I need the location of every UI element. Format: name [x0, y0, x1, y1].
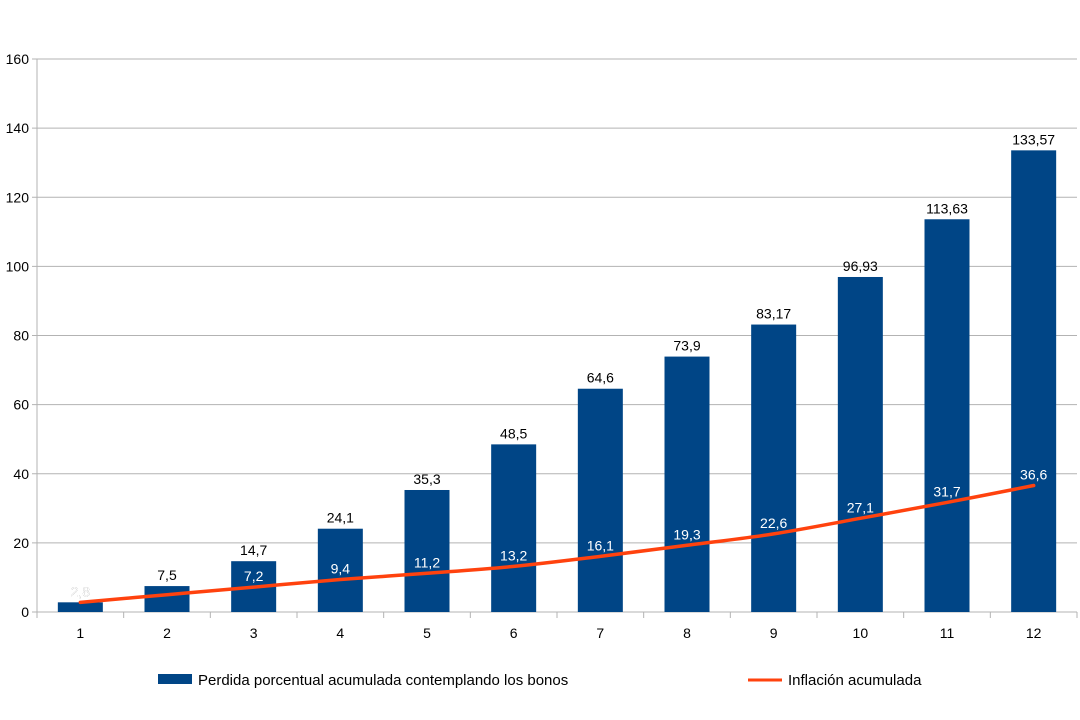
x-tick-label: 9 [770, 625, 778, 641]
line-value-labels: 2,8 7,2 9,4 11,2 13,2 16,1 19,3 22,6 27,1 31,7 36,… [71, 467, 1048, 600]
x-tick-label: 5 [423, 625, 431, 641]
x-tick-label: 11 [940, 625, 955, 641]
y-tick-label: 140 [6, 120, 30, 136]
bar [664, 356, 710, 612]
y-tick-label: 60 [13, 397, 29, 413]
y-tick-label: 0 [21, 604, 29, 620]
line-value-label: 9,4 [331, 561, 351, 577]
legend-swatch-bars [158, 674, 192, 684]
bar-value-label: 2,8 [71, 583, 91, 599]
bar-value-label: 24,1 [327, 510, 354, 526]
bar-value-label: 7,5 [157, 567, 177, 583]
x-tick-label: 3 [250, 625, 258, 641]
legend: Perdida porcentual acumulada contempland… [158, 672, 922, 689]
bar [577, 388, 623, 612]
x-tick-label: 8 [683, 625, 691, 641]
bar-value-label: 73,9 [673, 338, 700, 354]
bar [57, 602, 103, 612]
bar [837, 276, 883, 612]
bar-value-label: 14,7 [240, 542, 267, 558]
bar [924, 219, 970, 613]
x-tick-label: 7 [596, 625, 604, 641]
x-tick-label: 1 [76, 625, 84, 641]
x-tick-label: 2 [163, 625, 171, 641]
y-tick-label: 160 [6, 51, 30, 67]
line-value-label: 11,2 [414, 554, 440, 570]
x-tick-label: 6 [510, 625, 518, 641]
bar-value-label: 83,17 [756, 306, 791, 322]
x-tick-label: 4 [336, 625, 344, 641]
legend-label-line: Inflación acumulada [788, 672, 922, 689]
bar-value-label: 96,93 [843, 258, 878, 274]
y-tick-label: 100 [6, 258, 30, 274]
line-value-label: 16,1 [587, 537, 614, 553]
bar [1011, 150, 1057, 612]
bar [751, 324, 797, 612]
x-tick-label: 10 [853, 625, 869, 641]
bar-value-labels: 2,8 7,5 14,7 24,1 35,3 48,5 64,6 73,9 83,17 96,93… [71, 131, 1056, 599]
line-value-label: 36,6 [1020, 467, 1047, 483]
y-tick-label: 80 [13, 328, 29, 344]
bar [144, 586, 190, 612]
y-tick-label: 120 [6, 189, 30, 205]
bar-value-label: 64,6 [587, 370, 614, 386]
y-tick-label: 20 [13, 535, 29, 551]
line-value-label: 31,7 [933, 483, 960, 499]
bar [317, 528, 363, 612]
gridlines [37, 58, 1077, 544]
inflation-line [78, 483, 1036, 605]
bar [404, 489, 450, 612]
line-value-label: 7,2 [244, 568, 264, 584]
bar [491, 444, 537, 612]
line-value-label: 13,2 [500, 547, 527, 563]
bar-value-label: 48,5 [500, 425, 527, 441]
y-tick-label: 40 [13, 466, 29, 482]
legend-label-bars: Perdida porcentual acumulada contempland… [198, 672, 568, 689]
line-value-label: 27,1 [847, 499, 874, 515]
line-series [78, 483, 1036, 605]
x-tick-label: 12 [1026, 625, 1042, 641]
bar-value-label: 113,63 [926, 200, 968, 216]
line-value-label: 22,6 [760, 515, 787, 531]
bar-value-label: 133,57 [1012, 131, 1055, 147]
line-value-label: 19,3 [673, 526, 700, 542]
bar-value-label: 35,3 [413, 471, 440, 487]
line-value-label: 2,8 [71, 583, 91, 599]
